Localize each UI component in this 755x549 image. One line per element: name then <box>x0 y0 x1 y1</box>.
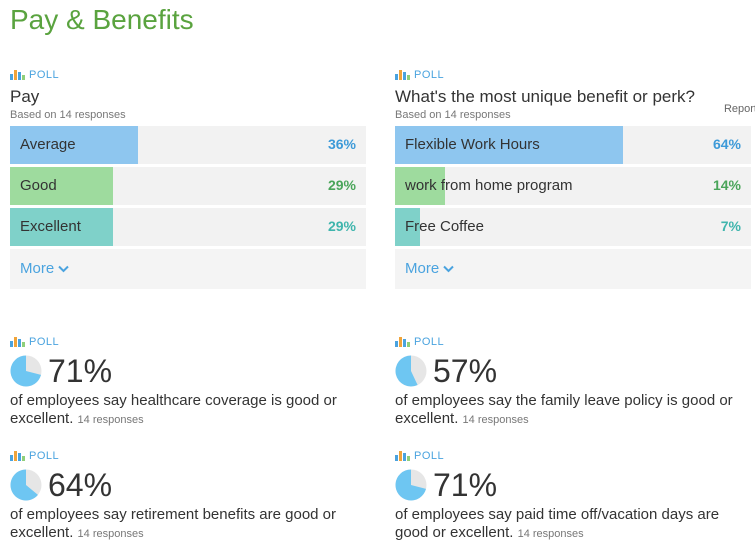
poll-bar-icon <box>395 337 410 347</box>
poll-tag: POLL <box>10 335 370 349</box>
pie-chart-icon <box>395 469 427 501</box>
stat-paid-time-off: POLL 71% of employees say paid time off/… <box>395 449 755 543</box>
pie-chart-icon <box>395 355 427 387</box>
stat-family-leave: POLL 57% of employees say the family lea… <box>395 335 755 429</box>
poll-based-on-row: Based on 14 responses Report <box>395 103 755 123</box>
stat-description-text: of employees say healthcare coverage is … <box>10 392 337 427</box>
poll-option-label: Good <box>20 177 57 194</box>
poll-bar-icon <box>395 70 410 80</box>
stat-responses: 14 responses <box>77 414 144 426</box>
poll-option: Free Coffee 7% <box>395 208 751 249</box>
poll-question: Pay <box>10 87 40 106</box>
poll-bar-icon <box>10 451 25 461</box>
poll-option-percent: 14% <box>712 177 741 193</box>
pie-slice <box>395 355 418 387</box>
poll-option-percent: 7% <box>720 218 741 234</box>
poll-option-bar <box>395 167 445 205</box>
stat-retirement: POLL 64% of employees say retirement ben… <box>10 449 370 543</box>
poll-question: What's the most unique benefit or perk? <box>395 87 695 106</box>
poll-option-bar <box>395 126 623 164</box>
poll-tag-label: POLL <box>414 450 445 462</box>
poll-options: Flexible Work Hours 64% work from home p… <box>395 126 751 289</box>
poll-bar-icon <box>10 337 25 347</box>
stat-description-text: of employees say paid time off/vacation … <box>395 506 720 541</box>
report-link[interactable]: Report <box>723 103 755 115</box>
pie-slice <box>395 469 427 501</box>
stat-description-text: of employees say the family leave policy… <box>395 392 733 427</box>
poll-option-bar <box>10 208 114 246</box>
poll-option-percent: 29% <box>327 177 356 193</box>
poll-option-bar <box>10 167 114 205</box>
chevron-down-icon <box>443 265 454 272</box>
poll-tag: POLL <box>395 68 751 82</box>
more-label: More <box>405 260 440 277</box>
stat-percent: 57% <box>433 352 498 389</box>
more-button[interactable]: More <box>20 260 69 277</box>
poll-more-row: More <box>395 249 751 289</box>
stat-responses: 14 responses <box>462 414 529 426</box>
poll-option: work from home program 14% <box>395 167 751 208</box>
poll-option: Excellent 29% <box>10 208 366 249</box>
poll-option: Good 29% <box>10 167 366 208</box>
poll-based-on: Based on 14 responses <box>10 109 126 121</box>
poll-bar-icon <box>395 451 410 461</box>
poll-option-label: Flexible Work Hours <box>405 136 540 153</box>
poll-option-percent: 64% <box>712 136 741 152</box>
chevron-down-icon <box>58 265 69 272</box>
stat-description-text: of employees say retirement benefits are… <box>10 506 337 541</box>
pie-chart-icon <box>10 469 42 501</box>
poll-options: Average 36% Good 29% Excellent 29% More <box>10 126 366 289</box>
poll-option-percent: 29% <box>327 218 356 234</box>
stat-healthcare: POLL 71% of employees say healthcare cov… <box>10 335 370 429</box>
page-title: Pay & Benefits <box>10 4 194 35</box>
poll-tag: POLL <box>10 449 370 463</box>
stat-responses: 14 responses <box>517 528 584 540</box>
poll-tag-label: POLL <box>29 69 60 81</box>
stat-responses: 14 responses <box>77 528 144 540</box>
poll-pay: POLL Pay Based on 14 responses Average 3… <box>10 68 366 289</box>
poll-option-bar <box>395 208 420 246</box>
stat-description: of employees say paid time off/vacation … <box>395 506 755 543</box>
poll-option-label: work from home program <box>405 177 573 194</box>
poll-bar-icon <box>10 70 25 80</box>
poll-option: Average 36% <box>10 126 366 167</box>
poll-tag-label: POLL <box>29 336 60 348</box>
stat-percent: 71% <box>433 466 498 503</box>
poll-tag: POLL <box>395 449 755 463</box>
poll-more-row: More <box>10 249 366 289</box>
poll-tag: POLL <box>10 68 366 82</box>
poll-perk: POLL What's the most unique benefit or p… <box>395 68 755 289</box>
pie-slice <box>10 355 42 387</box>
poll-based-on: Based on 14 responses <box>395 109 511 121</box>
poll-tag-label: POLL <box>414 69 445 81</box>
more-button[interactable]: More <box>405 260 454 277</box>
poll-option-label: Average <box>20 136 76 153</box>
stat-description: of employees say the family leave policy… <box>395 392 755 429</box>
poll-tag-label: POLL <box>414 336 445 348</box>
poll-option: Flexible Work Hours 64% <box>395 126 751 167</box>
poll-tag-label: POLL <box>29 450 60 462</box>
poll-option-bar <box>10 126 139 164</box>
poll-option-label: Excellent <box>20 218 81 235</box>
pie-slice <box>10 469 38 501</box>
stat-percent: 71% <box>48 352 113 389</box>
poll-option-percent: 36% <box>327 136 356 152</box>
stat-percent: 64% <box>48 466 113 503</box>
more-label: More <box>20 260 55 277</box>
pie-chart-icon <box>10 355 42 387</box>
poll-option-label: Free Coffee <box>405 218 484 235</box>
poll-tag: POLL <box>395 335 755 349</box>
stat-description: of employees say retirement benefits are… <box>10 506 370 543</box>
stat-description: of employees say healthcare coverage is … <box>10 392 370 429</box>
